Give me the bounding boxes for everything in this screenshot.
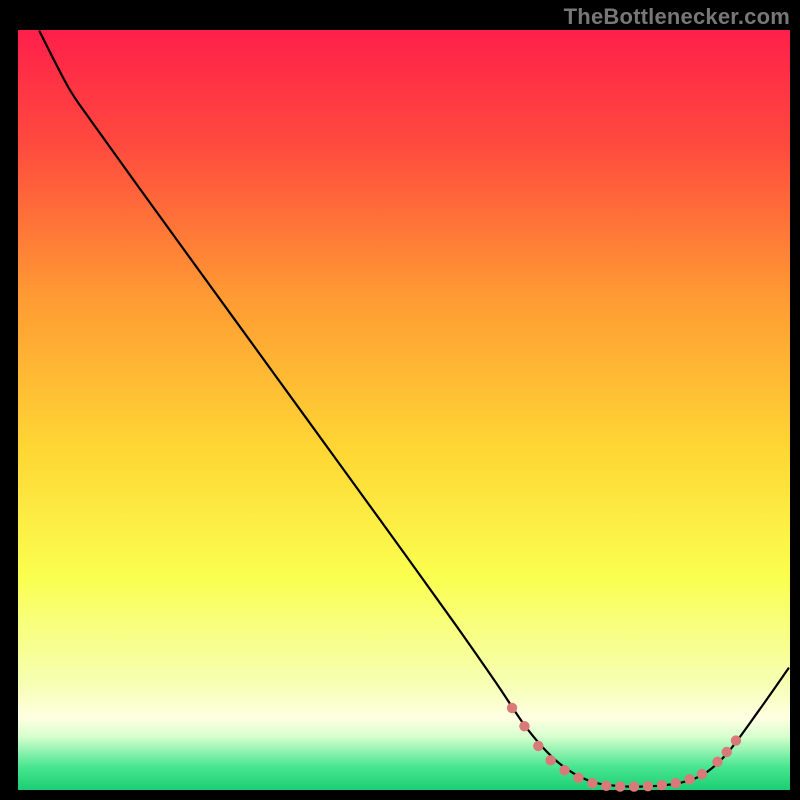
curve-marker: [671, 778, 681, 788]
gradient-chart: [0, 0, 800, 800]
curve-marker: [697, 769, 707, 779]
curve-marker: [629, 781, 639, 791]
curve-marker: [533, 741, 543, 751]
curve-marker: [559, 765, 569, 775]
curve-marker: [573, 773, 583, 783]
gradient-fill: [18, 30, 790, 790]
curve-marker: [601, 781, 611, 791]
watermark-text: TheBottlenecker.com: [564, 4, 790, 30]
curve-marker: [507, 703, 517, 713]
curve-marker: [587, 778, 597, 788]
curve-marker: [684, 774, 694, 784]
curve-marker: [722, 747, 732, 757]
curve-marker: [712, 757, 722, 767]
curve-marker: [519, 721, 529, 731]
curve-marker: [731, 735, 741, 745]
curve-marker: [615, 781, 625, 791]
curve-marker: [643, 781, 653, 791]
curve-marker: [657, 780, 667, 790]
chart-container: { "watermark": { "text": "TheBottlenecke…: [0, 0, 800, 800]
curve-marker: [545, 755, 555, 765]
